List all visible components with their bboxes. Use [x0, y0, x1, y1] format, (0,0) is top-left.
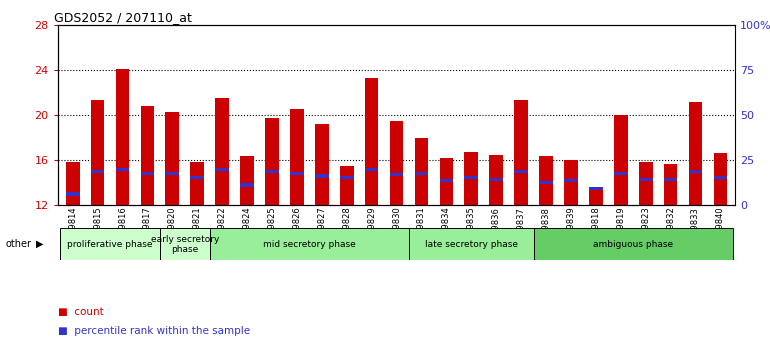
Bar [365, 78, 379, 205]
Bar [315, 124, 329, 205]
Text: mid secretory phase: mid secretory phase [263, 240, 356, 249]
Bar [166, 172, 179, 175]
Bar [440, 179, 454, 182]
Bar [664, 164, 678, 205]
Bar [490, 155, 503, 205]
Bar [564, 179, 578, 182]
Bar [688, 170, 702, 173]
Bar [714, 153, 727, 205]
Bar [390, 173, 403, 176]
Bar [141, 106, 154, 205]
Bar [166, 112, 179, 205]
Bar [390, 121, 403, 205]
Text: ▶: ▶ [36, 239, 44, 249]
Bar [340, 166, 353, 205]
Bar [490, 178, 503, 181]
Bar [265, 170, 279, 173]
Bar [564, 160, 578, 205]
Bar [464, 152, 478, 205]
Bar [688, 102, 702, 205]
Bar [639, 162, 652, 205]
Bar [589, 187, 603, 190]
Bar [614, 115, 628, 205]
Bar [414, 138, 428, 205]
Bar [160, 228, 209, 260]
Bar [534, 228, 733, 260]
Bar [116, 168, 129, 171]
Bar [414, 172, 428, 175]
Bar [664, 178, 678, 181]
Bar [60, 228, 160, 260]
Bar [440, 158, 454, 205]
Bar [714, 176, 727, 179]
Bar [464, 176, 478, 179]
Bar [290, 172, 303, 175]
Bar [240, 156, 254, 205]
Bar [141, 172, 154, 175]
Bar [514, 170, 528, 173]
Bar [539, 156, 553, 205]
Text: proliferative phase: proliferative phase [67, 240, 152, 249]
Bar [190, 162, 204, 205]
Bar [66, 162, 79, 205]
Bar [639, 178, 652, 181]
Bar [589, 188, 603, 205]
Bar [216, 168, 229, 171]
Bar [116, 69, 129, 205]
Bar [190, 176, 204, 179]
Bar [514, 101, 528, 205]
Text: other: other [5, 239, 32, 249]
Bar [91, 101, 105, 205]
Bar [290, 109, 303, 205]
Text: ■  percentile rank within the sample: ■ percentile rank within the sample [58, 326, 250, 336]
Text: ambiguous phase: ambiguous phase [593, 240, 673, 249]
Bar [66, 193, 79, 196]
Bar [315, 175, 329, 178]
Bar [209, 228, 409, 260]
Bar [365, 168, 379, 171]
Bar [340, 176, 353, 179]
Bar [409, 228, 534, 260]
Text: late secretory phase: late secretory phase [425, 240, 517, 249]
Text: GDS2052 / 207110_at: GDS2052 / 207110_at [54, 11, 192, 24]
Bar [216, 98, 229, 205]
Bar [265, 119, 279, 205]
Bar [240, 183, 254, 187]
Text: ■  count: ■ count [58, 307, 103, 317]
Bar [91, 170, 105, 173]
Bar [539, 181, 553, 184]
Text: early secretory
phase: early secretory phase [151, 235, 219, 254]
Bar [614, 172, 628, 175]
